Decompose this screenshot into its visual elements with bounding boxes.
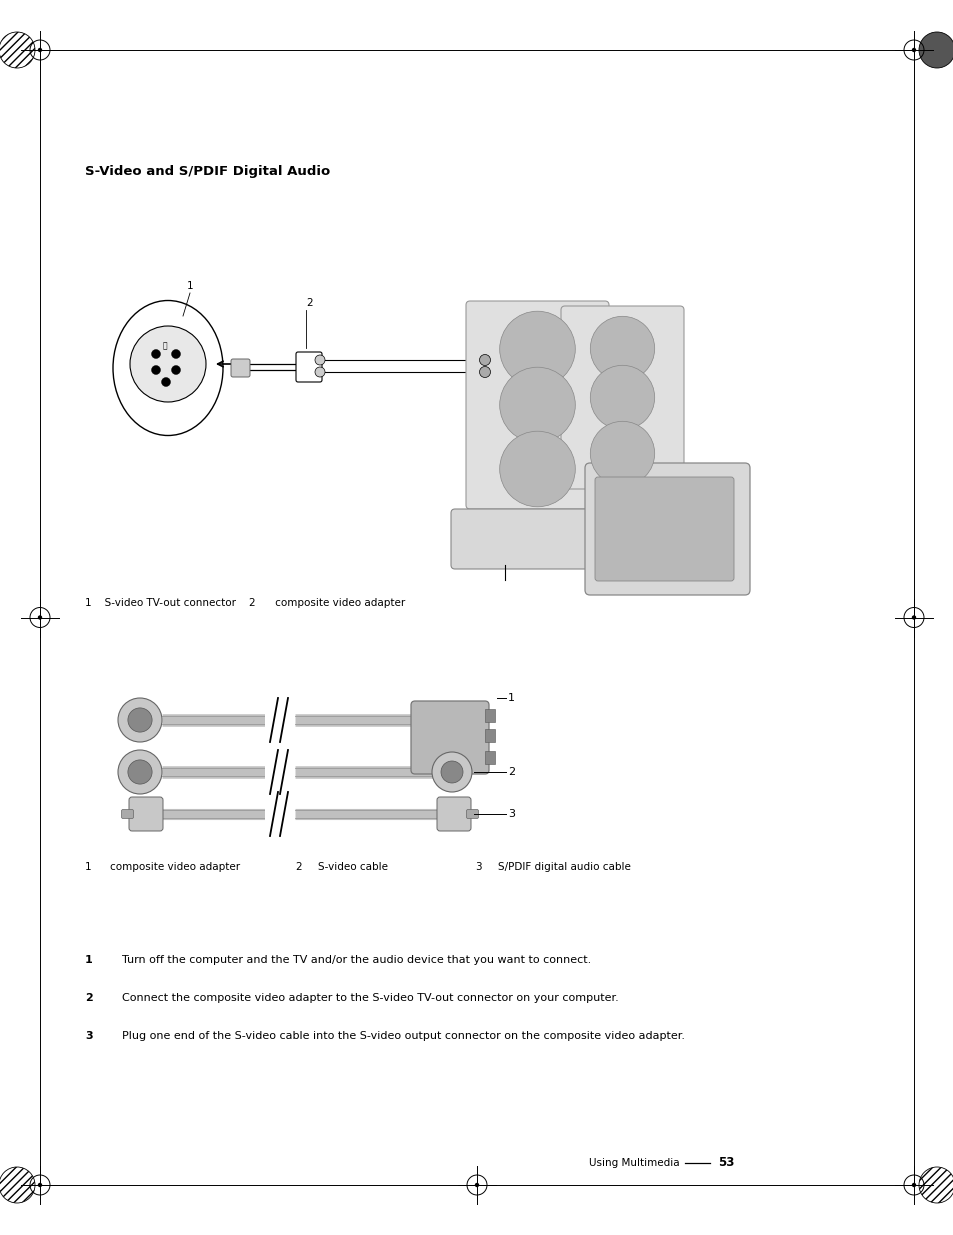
Circle shape [172,366,180,374]
Text: 1: 1 [187,282,193,291]
Circle shape [314,354,325,366]
Circle shape [128,760,152,784]
Circle shape [590,421,654,485]
Text: S/PDIF digital audio cable: S/PDIF digital audio cable [497,862,630,872]
Text: composite video adapter: composite video adapter [110,862,240,872]
Text: 1    S-video TV-out connector    2      composite video adapter: 1 S-video TV-out connector 2 composite v… [85,598,405,608]
Circle shape [130,326,206,403]
Circle shape [911,616,915,619]
Text: 2: 2 [294,862,301,872]
Text: 2: 2 [507,767,515,777]
Text: 2: 2 [85,993,92,1003]
Circle shape [161,378,171,387]
Circle shape [118,698,162,742]
Circle shape [499,311,575,387]
Bar [265,692,287,748]
FancyBboxPatch shape [295,352,322,382]
Circle shape [172,350,180,358]
FancyBboxPatch shape [451,509,608,569]
Circle shape [499,431,575,506]
Text: 1: 1 [507,693,515,703]
Circle shape [918,32,953,68]
Text: 53: 53 [718,1156,734,1170]
FancyBboxPatch shape [411,701,489,774]
FancyBboxPatch shape [560,306,683,489]
Text: 3: 3 [507,809,515,819]
Circle shape [590,316,654,380]
Text: 3: 3 [475,862,481,872]
Circle shape [118,750,162,794]
FancyBboxPatch shape [584,463,749,595]
Text: 3: 3 [85,1031,92,1041]
Circle shape [475,1183,478,1187]
FancyBboxPatch shape [231,359,250,377]
Circle shape [479,354,490,366]
Circle shape [38,1183,42,1187]
FancyBboxPatch shape [465,301,608,509]
Text: Plug one end of the S-video cable into the S-video output connector on the compo: Plug one end of the S-video cable into t… [122,1031,684,1041]
Text: 1: 1 [85,955,92,965]
FancyBboxPatch shape [595,477,733,580]
Circle shape [918,1167,953,1203]
Circle shape [499,367,575,443]
Text: Connect the composite video adapter to the S-video TV-out connector on your comp: Connect the composite video adapter to t… [122,993,618,1003]
Bar [484,709,495,722]
Circle shape [152,366,160,374]
Circle shape [0,32,35,68]
Circle shape [152,350,160,358]
Circle shape [128,708,152,732]
Circle shape [479,367,490,378]
Circle shape [590,366,654,430]
FancyBboxPatch shape [466,809,478,819]
Text: Turn off the computer and the TV and/or the audio device that you want to connec: Turn off the computer and the TV and/or … [122,955,591,965]
Circle shape [38,48,42,52]
Ellipse shape [112,300,223,436]
Bar [484,751,495,764]
Circle shape [911,1183,915,1187]
Circle shape [432,752,472,792]
Text: 1: 1 [85,862,91,872]
Text: S-video cable: S-video cable [317,862,388,872]
Text: ⌕: ⌕ [163,342,167,351]
Bar [484,729,495,742]
Text: Using Multimedia: Using Multimedia [589,1158,679,1168]
Bar [265,743,287,800]
Text: S-Video and S/PDIF Digital Audio: S-Video and S/PDIF Digital Audio [85,165,330,178]
Bar [265,785,287,842]
FancyBboxPatch shape [129,797,163,831]
Circle shape [314,367,325,377]
Circle shape [911,48,915,52]
FancyBboxPatch shape [436,797,471,831]
Circle shape [38,616,42,619]
Circle shape [440,761,462,783]
Text: 2: 2 [306,298,313,308]
Circle shape [0,1167,35,1203]
FancyBboxPatch shape [121,809,133,819]
